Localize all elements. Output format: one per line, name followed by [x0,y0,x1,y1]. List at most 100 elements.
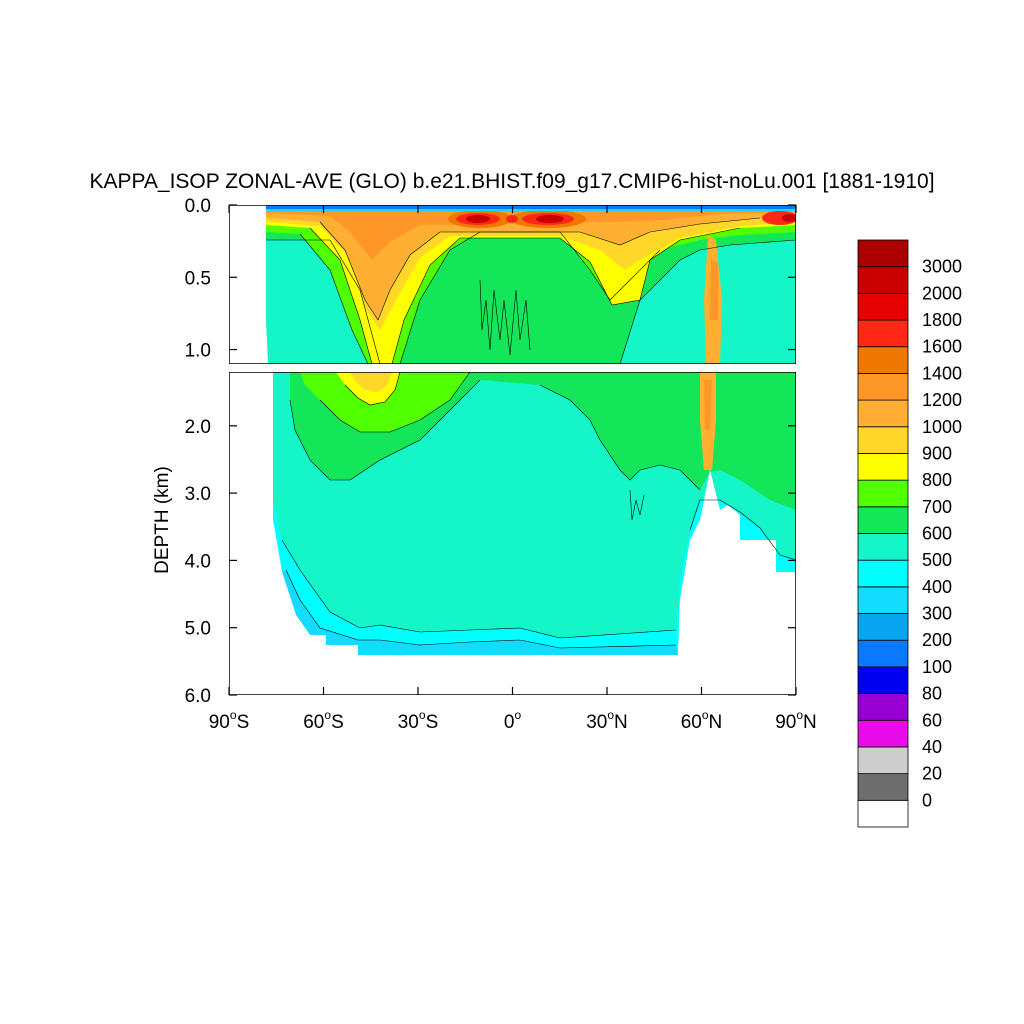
hotspot-9 [782,214,796,222]
colorbar-box [857,373,909,401]
colorbar-box [857,453,909,481]
colorbar-box [857,559,909,588]
colorbar-box [857,266,909,294]
degree-symbol: o [702,708,709,722]
colorbar-label: 1800 [922,310,962,330]
x-tick-degree: 90 [209,712,230,733]
colorbar-box [857,426,909,454]
colorbar-label: 40 [922,737,942,757]
colorbar-label: 600 [922,524,952,544]
colorbar-box [857,586,909,614]
x-tick-degree: 60 [303,712,324,733]
colorbar-label: 1600 [922,337,962,357]
colorbar-label: 300 [922,604,952,624]
colorbar-label: 400 [922,577,952,597]
y-tick-label-upper: 0.0 [185,196,211,217]
land-mask-ridge [700,470,740,520]
x-tick-degree: 0 [504,712,515,733]
colorbar-label: 500 [922,550,952,570]
hotspot-6 [536,215,564,223]
x-tick-label: 90oN [775,708,817,733]
colorbar-label: 700 [922,497,952,517]
y-tick-label-lower: 3.0 [185,484,211,505]
colorbar-box [857,693,909,721]
colorbar: 0 20 40 60 80 100 200 300 400 500 600 700 800 900 1000… [857,239,962,828]
degree-symbol: o [230,708,237,722]
colorbar-box [857,319,909,348]
colorbar-box [857,292,909,321]
y-tick-label-lower: 2.0 [185,417,211,438]
degree-symbol: o [324,708,331,722]
colorbar-box [857,773,909,801]
colorbar-label: 1000 [922,417,962,437]
upper-panel-field [229,205,796,364]
colorbar-label: 0 [922,790,932,810]
colorbar-label: 20 [922,764,942,784]
x-tick-hemisphere: N [803,712,817,733]
surface-strip [266,205,796,209]
colorbar-box [857,479,909,508]
x-tick-hemisphere: N [709,712,723,733]
land-mask-upper [229,205,268,364]
land-mask-west [229,372,678,695]
colorbar-box [857,346,909,374]
land-mask-east [678,520,796,695]
y-tick-label-lower: 6.0 [185,686,211,707]
colorbar-label: 900 [922,443,952,463]
x-tick-label: 0o [504,708,522,733]
contour-300-lower [282,570,678,655]
degree-symbol: o [419,708,426,722]
colorbar-label: 1200 [922,390,962,410]
degree-symbol: o [796,708,803,722]
contour-north-column-lower-inner [704,380,712,430]
hotspot-7 [506,215,518,223]
x-tick-degree: 60 [681,712,702,733]
y-tick-label-upper: 1.0 [185,341,211,362]
x-tick-label: 30oN [586,708,628,733]
degree-symbol: o [607,708,614,722]
x-tick-degree: 30 [398,712,419,733]
colorbar-box [857,533,909,561]
x-axis: 90oS 60oS 30oS 0o 30oN 60oN 90oN [209,205,817,733]
y-axis-label: DEPTH (km) [152,466,173,574]
colorbar-box [857,239,909,268]
colorbar-label: 60 [922,710,942,730]
y-tick-label-lower: 5.0 [185,619,211,640]
x-tick-hemisphere: N [614,712,628,733]
colorbar-box [857,666,909,694]
colorbar-box [857,746,909,775]
x-tick-label: 90oS [209,708,250,733]
chart-title: KAPPA_ISOP ZONAL-AVE (GLO) b.e21.BHIST.f… [89,170,935,193]
y-tick-label-upper: 0.5 [185,268,211,289]
surface-strip-2 [266,209,796,211]
degree-symbol: o [514,708,521,722]
colorbar-box [857,399,909,428]
colorbar-label: 3000 [922,257,962,277]
hotspot-5 [466,215,490,223]
y-tick-label-lower: 4.0 [185,551,211,572]
x-tick-hemisphere: S [331,712,344,733]
colorbar-label: 100 [922,657,952,677]
colorbar-label: 80 [922,684,942,704]
x-tick-degree: 90 [775,712,796,733]
x-tick-degree: 30 [586,712,607,733]
contour-north-column-upper-inner [710,260,718,320]
colorbar-box [857,799,909,828]
y-axis-lower: 2.0 3.0 4.0 5.0 6.0 [185,417,796,707]
colorbar-label: 200 [922,630,952,650]
lower-panel-field [229,372,796,695]
colorbar-label: 800 [922,470,952,490]
colorbar-label: 1400 [922,363,962,383]
colorbar-box [857,719,909,748]
colorbar-box [857,506,909,534]
x-tick-hemisphere: S [237,712,250,733]
x-tick-hemisphere: S [426,712,439,733]
colorbar-box [857,639,909,668]
x-tick-label: 60oN [681,708,723,733]
y-axis-upper: 0.0 0.5 1.0 [185,196,796,362]
contour-900-lower [350,372,392,392]
contour-1400-upper [266,205,796,260]
x-tick-label: 30oS [398,708,439,733]
colorbar-label: 2000 [922,283,962,303]
